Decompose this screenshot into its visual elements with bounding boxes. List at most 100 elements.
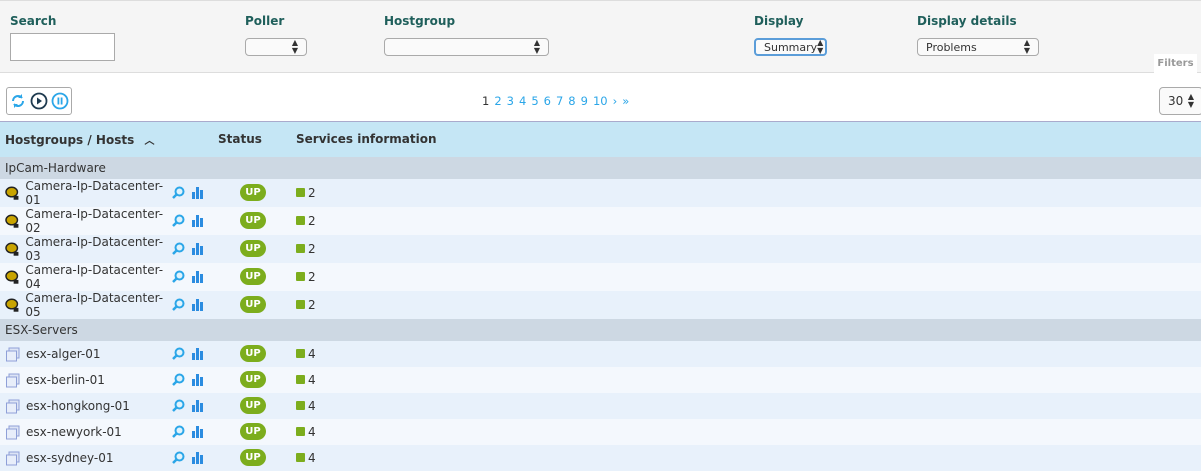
column-status[interactable]: Status xyxy=(218,121,296,157)
toolbar: 1 2 3 4 5 6 7 8 9 10 › » 30 ▲ ▼ xyxy=(0,73,1201,121)
display-value: Summary xyxy=(764,40,818,54)
graph-icon[interactable] xyxy=(191,298,204,311)
services-count[interactable]: 2 xyxy=(308,297,316,312)
hostgroup-label: Hostgroup xyxy=(384,14,456,28)
graph-icon[interactable] xyxy=(191,270,204,283)
status-badge: UP xyxy=(240,397,266,414)
limit-value: 30 xyxy=(1168,94,1184,108)
details-magnifier-icon[interactable] xyxy=(172,270,185,283)
service-ok-indicator xyxy=(296,299,305,309)
select-arrows-icon: ▲ ▼ xyxy=(291,38,298,55)
services-count[interactable]: 4 xyxy=(308,372,316,387)
column-services[interactable]: Services information xyxy=(296,121,1201,157)
services-count[interactable]: 2 xyxy=(308,185,316,200)
graph-icon[interactable] xyxy=(191,347,204,360)
graph-icon[interactable] xyxy=(191,242,204,255)
poller-select[interactable]: ▲ ▼ xyxy=(245,38,307,56)
graph-icon[interactable] xyxy=(191,373,204,386)
graph-icon[interactable] xyxy=(191,425,204,438)
details-magnifier-icon[interactable] xyxy=(172,425,185,438)
details-magnifier-icon[interactable] xyxy=(172,373,185,386)
graph-icon[interactable] xyxy=(191,451,204,464)
page-4[interactable]: 4 xyxy=(518,94,527,108)
hostgroup-row: IpCam-Hardware xyxy=(0,156,1201,179)
page-7[interactable]: 7 xyxy=(555,94,564,108)
server-icon xyxy=(6,373,20,387)
hostgroup-select[interactable]: ▲ ▼ xyxy=(384,38,549,56)
play-icon[interactable] xyxy=(30,92,48,110)
host-name[interactable]: Camera-Ip-Datacenter-04 xyxy=(25,262,164,291)
details-magnifier-icon[interactable] xyxy=(172,451,185,464)
search-input[interactable] xyxy=(10,33,115,61)
services-count[interactable]: 2 xyxy=(308,213,316,228)
details-magnifier-icon[interactable] xyxy=(172,214,185,227)
page-5[interactable]: 5 xyxy=(531,94,539,108)
host-name[interactable]: esx-berlin-01 xyxy=(26,372,105,387)
next-page-button[interactable]: › xyxy=(612,94,618,108)
refresh-icon[interactable] xyxy=(9,92,27,110)
server-icon xyxy=(6,425,20,439)
display-details-select[interactable]: Problems ▲ ▼ xyxy=(917,38,1039,56)
sort-ascending-icon: ︿ xyxy=(144,135,155,147)
table-header: Hostgroups / Hosts ︿ Status Services inf… xyxy=(0,121,1201,157)
status-badge: UP xyxy=(240,240,266,257)
page-8[interactable]: 8 xyxy=(568,94,576,108)
details-value: Problems xyxy=(926,40,977,54)
services-count[interactable]: 4 xyxy=(308,450,316,465)
status-badge: UP xyxy=(240,371,266,388)
services-count[interactable]: 4 xyxy=(308,398,316,413)
status-badge: UP xyxy=(240,296,266,313)
server-icon xyxy=(6,451,20,465)
hostgroup-name[interactable]: ESX-Servers xyxy=(0,318,1201,341)
host-name[interactable]: esx-hongkong-01 xyxy=(26,398,130,413)
page-10[interactable]: 10 xyxy=(592,94,608,108)
camera-icon xyxy=(5,298,19,312)
host-name[interactable]: esx-alger-01 xyxy=(26,346,101,361)
select-arrows-icon: ▲ ▼ xyxy=(1187,92,1194,109)
host-name[interactable]: Camera-Ip-Datacenter-03 xyxy=(25,234,164,263)
hostgroup-name[interactable]: IpCam-Hardware xyxy=(0,156,1201,179)
services-count[interactable]: 4 xyxy=(308,346,316,361)
host-row: esx-hongkong-01 UP 4 xyxy=(0,392,1201,419)
service-ok-indicator xyxy=(296,271,305,281)
display-label: Display xyxy=(754,14,804,28)
last-page-button[interactable]: » xyxy=(622,94,630,108)
host-row: esx-berlin-01 UP 4 xyxy=(0,366,1201,393)
page-3[interactable]: 3 xyxy=(506,94,514,108)
host-name[interactable]: Camera-Ip-Datacenter-02 xyxy=(25,206,164,235)
details-magnifier-icon[interactable] xyxy=(172,298,185,311)
graph-icon[interactable] xyxy=(191,214,204,227)
graph-icon[interactable] xyxy=(191,186,204,199)
status-badge: UP xyxy=(240,423,266,440)
display-select[interactable]: Summary ▲ ▼ xyxy=(754,38,827,56)
details-magnifier-icon[interactable] xyxy=(172,242,185,255)
camera-icon xyxy=(5,270,19,284)
filters-tab[interactable]: Filters xyxy=(1154,54,1197,73)
limit-select[interactable]: 30 ▲ ▼ xyxy=(1159,87,1201,115)
page-6[interactable]: 6 xyxy=(543,94,551,108)
page-2[interactable]: 2 xyxy=(494,94,502,108)
details-magnifier-icon[interactable] xyxy=(172,347,185,360)
services-count[interactable]: 2 xyxy=(308,241,316,256)
graph-icon[interactable] xyxy=(191,399,204,412)
service-ok-indicator xyxy=(296,426,305,436)
select-arrows-icon: ▲ ▼ xyxy=(1023,38,1030,55)
host-row: esx-newyork-01 UP 4 xyxy=(0,418,1201,445)
services-count[interactable]: 4 xyxy=(308,424,316,439)
status-badge: UP xyxy=(240,184,266,201)
service-ok-indicator xyxy=(296,452,305,462)
details-magnifier-icon[interactable] xyxy=(172,186,185,199)
hosts-table: Hostgroups / Hosts ︿ Status Services inf… xyxy=(0,121,1201,471)
host-name[interactable]: esx-newyork-01 xyxy=(26,424,122,439)
service-ok-indicator xyxy=(296,348,305,358)
host-name[interactable]: esx-sydney-01 xyxy=(26,450,114,465)
pause-icon[interactable] xyxy=(51,92,69,110)
details-magnifier-icon[interactable] xyxy=(172,399,185,412)
host-name[interactable]: Camera-Ip-Datacenter-05 xyxy=(25,290,164,319)
select-arrows-icon: ▲ ▼ xyxy=(533,38,540,55)
services-count[interactable]: 2 xyxy=(308,269,316,284)
page-1[interactable]: 1 xyxy=(482,94,490,108)
page-9[interactable]: 9 xyxy=(580,94,588,108)
host-name[interactable]: Camera-Ip-Datacenter-01 xyxy=(25,178,164,207)
column-hosts[interactable]: Hostgroups / Hosts ︿ xyxy=(0,121,218,157)
